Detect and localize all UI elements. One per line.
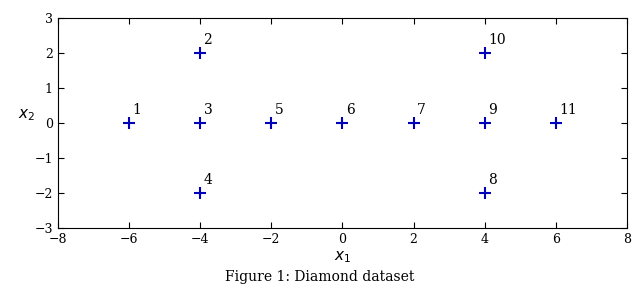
X-axis label: $x_1$: $x_1$ bbox=[334, 250, 351, 265]
Text: 3: 3 bbox=[204, 103, 212, 117]
Text: 5: 5 bbox=[275, 103, 284, 117]
Text: 4: 4 bbox=[204, 173, 212, 187]
Text: 2: 2 bbox=[204, 33, 212, 47]
Text: 11: 11 bbox=[559, 103, 577, 117]
Text: Figure 1: Diamond dataset: Figure 1: Diamond dataset bbox=[225, 270, 415, 284]
Text: 6: 6 bbox=[346, 103, 355, 117]
Text: 10: 10 bbox=[488, 33, 506, 47]
Text: 1: 1 bbox=[132, 103, 141, 117]
Text: 9: 9 bbox=[488, 103, 497, 117]
Text: 8: 8 bbox=[488, 173, 497, 187]
Y-axis label: $x_2$: $x_2$ bbox=[18, 107, 35, 123]
Text: 7: 7 bbox=[417, 103, 426, 117]
